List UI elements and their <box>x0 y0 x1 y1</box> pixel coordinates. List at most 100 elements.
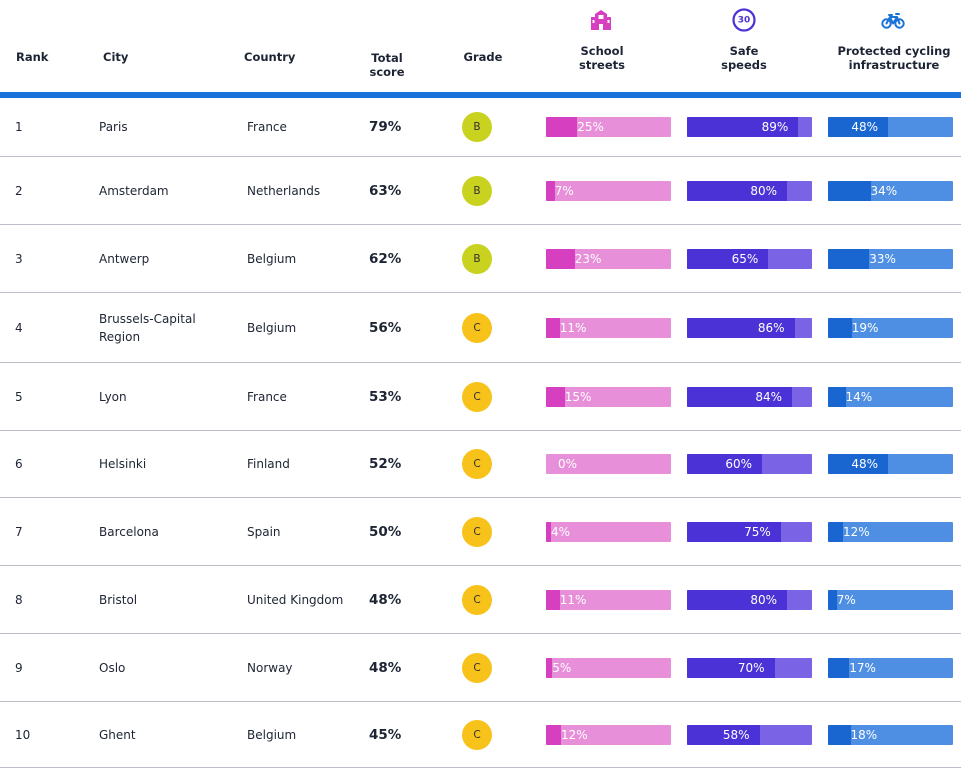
cycling-bar-fill <box>828 589 837 610</box>
cycling-bar: 17% <box>828 657 953 678</box>
table-row: 8 Bristol United Kingdom 48% C 11% 80% 7% <box>0 566 961 634</box>
safe-speeds-bar-label: 75% <box>744 524 771 539</box>
safe-speeds-bar-label: 80% <box>750 592 777 607</box>
safe-speeds-bar-fill <box>687 521 781 542</box>
country-cell: Norway <box>247 660 293 675</box>
school-streets-bar-label: 15% <box>564 389 592 404</box>
rank-cell: 3 <box>15 251 23 266</box>
rank-cell: 1 <box>15 120 23 134</box>
city-cell: Ghent <box>99 726 136 744</box>
cycling-bar: 7% <box>828 589 953 610</box>
grade-badge: C <box>462 516 492 547</box>
school-streets-bar: 15% <box>546 386 671 407</box>
city-name-line: Antwerp <box>99 251 150 266</box>
city-cell: Helsinki <box>99 455 146 473</box>
total-score-cell: 52% <box>369 456 402 472</box>
school-streets-bar-fill <box>546 724 561 745</box>
safe-speeds-bar: 80% <box>687 589 812 610</box>
header-total-score-line1: Total <box>371 51 403 65</box>
safe-speeds-bar: 60% <box>687 454 812 474</box>
school-streets-bar: 11% <box>546 589 671 610</box>
safe-speeds-bar-label: 58% <box>722 727 750 742</box>
header-grade: Grade <box>463 50 503 64</box>
table-header: Rank City Country Total score Grade Scho… <box>0 0 961 92</box>
school-streets-bar: 5% <box>546 657 671 678</box>
school-streets-bar-fill <box>546 521 551 542</box>
speed-limit-30-icon: 30 <box>732 8 756 32</box>
total-score-cell: 45% <box>369 726 402 743</box>
city-name-line: Bristol <box>99 592 138 607</box>
cycling-bar: 14% <box>828 386 953 407</box>
country-cell: Netherlands <box>247 183 321 198</box>
safe-speeds-bar: 58% <box>687 724 812 745</box>
rank-cell: 9 <box>15 660 23 675</box>
total-score-cell: 63% <box>369 182 402 199</box>
table-row: 2 Amsterdam Netherlands 63% B 7% 80% 34% <box>0 157 961 225</box>
cycling-bar-fill <box>828 657 850 678</box>
school-streets-bar: 0% <box>546 454 671 474</box>
header-cycling: Protected cycling infrastructure <box>834 44 954 72</box>
school-streets-bar-fill <box>546 117 578 137</box>
cycling-bar-label: 34% <box>870 183 898 198</box>
header-accent-bar <box>0 92 961 98</box>
city-cell: Antwerp <box>99 250 149 268</box>
header-rank: Rank <box>16 50 49 64</box>
school-icon <box>591 10 611 30</box>
country-cell: Spain <box>247 524 281 539</box>
city-cell: Bristol <box>99 591 137 609</box>
cycling-bar-label: 14% <box>845 389 873 404</box>
cycling-bar-label: 18% <box>850 727 878 742</box>
school-streets-bar-label: 11% <box>559 320 587 335</box>
safe-speeds-bar-fill <box>687 117 799 137</box>
cycling-bar-fill <box>828 454 888 474</box>
table-row: 9 Oslo Norway 48% C 5% 70% 17% <box>0 634 961 702</box>
safe-speeds-bar-label: 89% <box>761 120 789 134</box>
rank-cell: 2 <box>15 183 23 198</box>
grade-badge: C <box>462 312 492 343</box>
total-score-cell: 48% <box>369 659 402 676</box>
table-row: 6 Helsinki Finland 52% C 0% 60% 48% <box>0 431 961 498</box>
cycling-bar: 19% <box>828 317 953 338</box>
country-cell: France <box>247 389 287 404</box>
safe-speeds-bar: 84% <box>687 386 812 407</box>
grade-badge: C <box>462 584 492 615</box>
safe-speeds-bar-fill <box>687 248 769 269</box>
safe-speeds-bar-fill <box>687 180 787 201</box>
bicycle-icon <box>881 13 905 29</box>
cycling-bar-fill <box>828 117 888 137</box>
header-cycling-line1: Protected cycling <box>837 44 951 58</box>
city-cell: Oslo <box>99 659 125 677</box>
table-row: 5 Lyon France 53% C 15% 84% 14% <box>0 363 961 431</box>
cycling-bar-fill <box>828 521 843 542</box>
safe-speeds-bar-label: 84% <box>755 389 782 404</box>
school-streets-bar: 11% <box>546 317 671 338</box>
safe-speeds-bar-label: 80% <box>750 183 777 198</box>
city-cell: Barcelona <box>99 523 159 541</box>
school-streets-bar: 4% <box>546 521 671 542</box>
city-cell: Lyon <box>99 388 127 406</box>
cycling-bar-label: 7% <box>836 592 856 607</box>
school-streets-bar: 7% <box>546 180 671 201</box>
school-streets-bar-label: 11% <box>559 592 587 607</box>
city-name-line: Oslo <box>99 660 126 675</box>
cycling-bar-label: 19% <box>851 320 879 335</box>
city-name-line: Ghent <box>99 727 136 742</box>
safe-speeds-bar-label: 70% <box>737 660 765 675</box>
table-row: 1 Paris France 79% B 25% 89% 48% <box>0 98 961 157</box>
cycling-bar-fill <box>828 386 846 407</box>
table-row: 10 Ghent Belgium 45% C 12% 58% 18% <box>0 702 961 768</box>
safe-speeds-bar-fill <box>687 657 775 678</box>
school-streets-bar-label: 4% <box>551 524 571 539</box>
safe-speeds-bar-fill <box>687 386 792 407</box>
cycling-bar-fill <box>828 248 870 269</box>
school-streets-bar-fill <box>546 657 553 678</box>
total-score-cell: 79% <box>369 119 402 135</box>
country-cell: France <box>247 120 287 134</box>
country-cell: Belgium <box>247 727 297 742</box>
school-streets-bar-fill <box>546 248 575 269</box>
school-streets-bar-fill <box>546 317 560 338</box>
cycling-bar: 33% <box>828 248 953 269</box>
rank-cell: 4 <box>15 320 23 335</box>
header-city: City <box>103 50 129 64</box>
country-cell: Finland <box>247 457 290 471</box>
